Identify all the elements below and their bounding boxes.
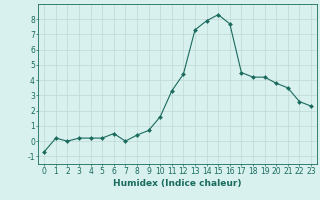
X-axis label: Humidex (Indice chaleur): Humidex (Indice chaleur) (113, 179, 242, 188)
